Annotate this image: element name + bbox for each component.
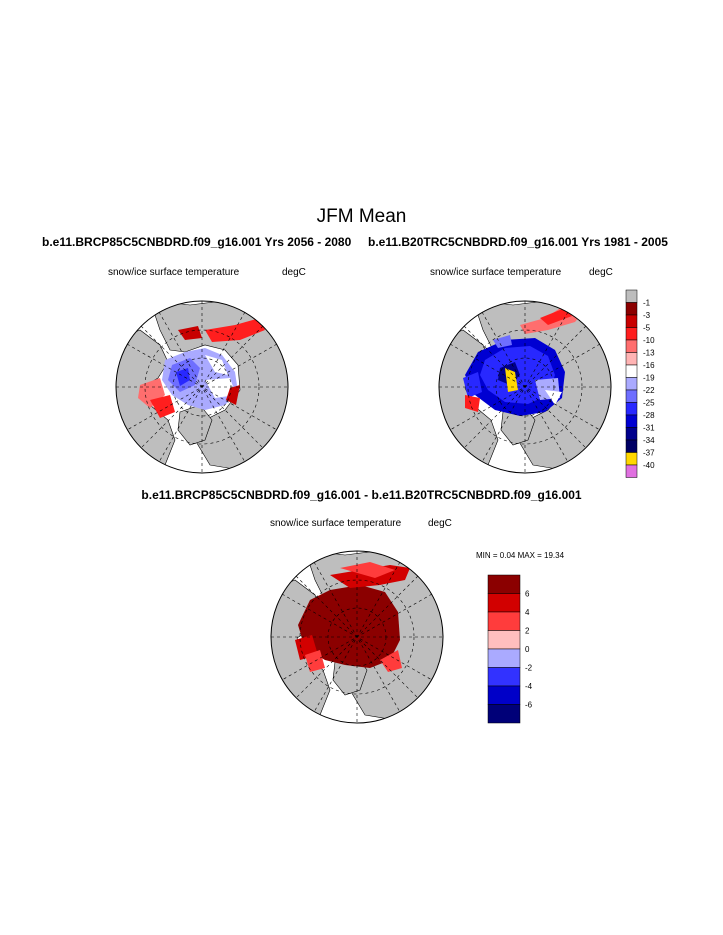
panel-3-case-title: b.e11.BRCP85C5CNBDRD.f09_g16.001 - b.e11…	[141, 488, 582, 502]
absolute-colorbar-tick-label: -40	[643, 461, 655, 470]
absolute-colorbar-swatch	[625, 402, 638, 416]
difference-colorbar-swatch	[487, 611, 521, 631]
panel-1-case-title: b.e11.BRCP85C5CNBDRD.f09_g16.001 Yrs 205…	[42, 235, 352, 249]
absolute-colorbar-swatch	[625, 427, 638, 441]
absolute-colorbar-swatch	[625, 364, 638, 378]
difference-colorbar-swatch	[487, 648, 521, 668]
difference-colorbar-tick-label: -2	[525, 664, 533, 673]
panel-1-units: degC	[282, 267, 306, 278]
land-north-america	[116, 329, 176, 466]
panel-2-case-title: b.e11.B20TRC5CNBDRD.f09_g16.001 Yrs 1981…	[368, 235, 668, 249]
panel-2-variable-label: snow/ice surface temperature	[430, 267, 562, 278]
absolute-colorbar-tick-label: -37	[643, 449, 655, 458]
absolute-colorbar-tick-label: -16	[643, 361, 655, 370]
absolute-colorbar-swatch	[625, 289, 638, 303]
difference-colorbar-swatch	[487, 593, 521, 613]
sea-ice-field	[162, 348, 238, 410]
difference-colorbar-tick-label: 0	[525, 645, 530, 654]
absolute-colorbar-tick-label: -5	[643, 324, 651, 333]
absolute-colorbar-tick-label: -25	[643, 399, 655, 408]
sea-ice-field	[465, 338, 565, 416]
difference-colorbar-swatch	[487, 574, 521, 594]
absolute-colorbar-tick-label: -1	[643, 299, 651, 308]
panel-3-variable-label: snow/ice surface temperature	[270, 518, 402, 529]
absolute-colorbar-swatch	[625, 352, 638, 366]
land-north-america	[271, 579, 331, 716]
absolute-colorbar-swatch	[625, 389, 638, 403]
panel-2-units: degC	[589, 267, 613, 278]
land-greenland	[500, 404, 536, 446]
absolute-colorbar-swatch	[625, 464, 638, 478]
absolute-colorbar-swatch	[625, 314, 638, 328]
absolute-colorbar-swatch	[625, 377, 638, 391]
land-greenland	[332, 654, 368, 696]
difference-colorbar-tick-label: 4	[525, 608, 530, 617]
absolute-colorbar-tick-label: -13	[643, 349, 655, 358]
absolute-colorbar-tick-label: -3	[643, 311, 651, 320]
difference-colorbar-swatch	[487, 630, 521, 650]
difference-colorbar-tick-label: -6	[525, 701, 533, 710]
difference-colorbar-swatch	[487, 685, 521, 705]
land-eurasia	[472, 301, 611, 471]
absolute-colorbar-swatch	[625, 414, 638, 428]
absolute-colorbar-tick-label: -10	[643, 336, 655, 345]
absolute-colorbar-swatch	[625, 327, 638, 341]
absolute-colorbar-tick-label: -28	[643, 411, 655, 420]
absolute-colorbar-tick-label: -34	[643, 436, 655, 445]
panel-1-variable-label: snow/ice surface temperature	[108, 267, 240, 278]
absolute-colorbar-tick-label: -22	[643, 386, 655, 395]
absolute-colorbar-swatch	[625, 339, 638, 353]
panel-3-units: degC	[428, 518, 452, 529]
absolute-colorbar-tick-label: -19	[643, 374, 655, 383]
difference-colorbar-tick-label: 2	[525, 627, 530, 636]
difference-colorbar-tick-label: 6	[525, 590, 530, 599]
land-eurasia	[304, 551, 443, 721]
sea-ice-difference-field	[298, 585, 400, 668]
difference-colorbar-swatch	[487, 667, 521, 687]
absolute-colorbar-tick-label: -31	[643, 424, 655, 433]
difference-colorbar-swatch	[487, 704, 521, 724]
land-eurasia	[149, 301, 288, 471]
panel-3-min-max: MIN = 0.04 MAX = 19.34	[476, 551, 565, 560]
difference-colorbar-tick-label: -4	[525, 682, 533, 691]
absolute-colorbar-swatch	[625, 452, 638, 466]
absolute-colorbar-swatch	[625, 302, 638, 316]
page-title: JFM Mean	[316, 206, 407, 227]
land-north-america	[439, 329, 499, 466]
absolute-colorbar-swatch	[625, 439, 638, 453]
land-greenland	[177, 404, 213, 446]
